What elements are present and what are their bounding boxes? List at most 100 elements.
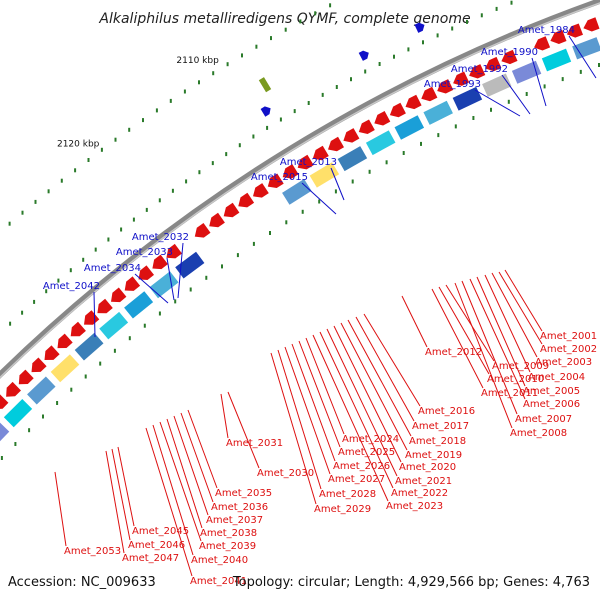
domain-block: [337, 146, 368, 172]
leader-line: [111, 448, 131, 541]
tick-dot: [100, 147, 103, 152]
gene-label: Amet_2013: [280, 157, 337, 168]
leader-line: [180, 412, 214, 503]
leader-line: [54, 471, 67, 547]
gene-label: Amet_2009: [492, 361, 549, 372]
leader-line: [166, 418, 203, 529]
gene-label: Amet_2003: [535, 357, 592, 368]
gene-label: Amet_2017: [412, 421, 469, 432]
tick-dot: [561, 77, 564, 82]
tick-dot: [57, 278, 60, 283]
domain-block: [3, 398, 33, 428]
tick-dot: [226, 62, 229, 67]
tick-dot: [28, 428, 31, 433]
tick-dot: [82, 257, 85, 262]
tick-dot: [132, 217, 135, 222]
tick-dot: [378, 62, 381, 66]
leader-line: [117, 446, 135, 527]
tick-dot: [334, 189, 337, 194]
gene-label: Amet_2026: [333, 461, 390, 472]
leader-line: [340, 322, 408, 451]
tick-label: 2110 kbp: [176, 56, 219, 66]
domain-block: [452, 86, 483, 111]
leader-line: [347, 319, 412, 437]
tick-dot: [236, 253, 239, 258]
tick-dot: [293, 109, 296, 114]
leader-line: [431, 288, 484, 389]
reverse-gene-arrow: [374, 111, 391, 126]
tick-dot: [114, 137, 117, 142]
reverse-gene-arrow: [550, 29, 567, 44]
tick-dot: [335, 85, 338, 89]
gene-label: Amet_2001: [540, 331, 597, 342]
gene-label: Amet_2016: [418, 406, 475, 417]
tick-dot: [99, 361, 102, 366]
gene-label: Amet_2046: [128, 540, 185, 551]
tick-dot: [368, 169, 371, 174]
gene-label: Amet_2045: [132, 526, 189, 537]
gene-label: Amet_2008: [510, 428, 567, 439]
genome-summary-text: Topology: circular; Length: 4,929,566 bp…: [232, 575, 590, 590]
reverse-gene-arrow: [469, 64, 486, 79]
leader-line: [498, 271, 543, 345]
reverse-gene-arrow: [437, 79, 454, 94]
reverse-gene-arrow: [223, 202, 240, 218]
backbone-highlight: [0, 2, 600, 379]
tick-dot: [128, 336, 131, 341]
tick-dot: [241, 53, 243, 58]
leader-line: [476, 276, 526, 387]
feature-block: [258, 77, 272, 93]
tick-dot: [266, 125, 269, 130]
tick-dot: [120, 227, 123, 232]
reverse-gene-arrow: [97, 298, 113, 314]
tick-dot: [579, 69, 582, 74]
domain-block: [365, 130, 396, 156]
reverse-gene-arrow: [267, 173, 284, 188]
tick-dot: [407, 47, 410, 52]
domain-block: [0, 421, 10, 451]
tick-dot: [183, 89, 186, 94]
reverse-gene-arrow: [0, 394, 9, 409]
tick-dot: [321, 92, 324, 97]
reverse-gene-arrow: [124, 276, 141, 291]
gene-tracks: [0, 17, 600, 451]
tick-dot: [94, 247, 97, 252]
reverse-gene-arrow: [485, 56, 502, 72]
gene-label: Amet_2022: [391, 488, 448, 499]
reverse-gene-arrow: [343, 128, 360, 143]
leader-line: [401, 295, 428, 348]
gene-label: Amet_2021: [395, 476, 452, 487]
gene-label: Amet_2041: [190, 576, 247, 587]
domain-block: [50, 354, 80, 383]
leader-line: [363, 313, 421, 407]
leader-line: [159, 421, 202, 542]
leader-line: [145, 427, 193, 577]
gene-label: Amet_2020: [399, 462, 456, 473]
tick-dot: [45, 289, 48, 294]
reverse-gene-arrow: [70, 321, 86, 337]
gene-label: Amet_2023: [386, 501, 443, 512]
leader-line: [187, 409, 218, 489]
gene-labels: Amet_1984 Amet_1990 Amet_1992 Amet_1993 Amet…: [43, 25, 597, 587]
tick-dot: [270, 36, 272, 41]
domain-block: [74, 332, 104, 361]
tick-dot: [107, 237, 110, 242]
reverse-gene-arrow: [238, 192, 255, 208]
forward-gene-arrow: [358, 50, 369, 61]
gene-label: Amet_1992: [451, 64, 508, 75]
leader-line: [484, 274, 531, 373]
tick-dot: [84, 374, 87, 379]
leader-line: [501, 74, 531, 115]
tick-dot: [437, 133, 440, 138]
leader-line: [568, 35, 597, 79]
leader-line: [93, 291, 96, 338]
tick-dot: [364, 69, 367, 74]
map-title: Alkaliphilus metalliredigens QYMF, compl…: [98, 11, 470, 27]
tick-dot: [113, 348, 116, 353]
reverse-gene-arrow: [18, 369, 34, 385]
tick-dot: [70, 387, 73, 392]
tick-dot: [211, 161, 214, 166]
tick-dot: [402, 151, 405, 155]
tick-dot: [255, 44, 258, 49]
